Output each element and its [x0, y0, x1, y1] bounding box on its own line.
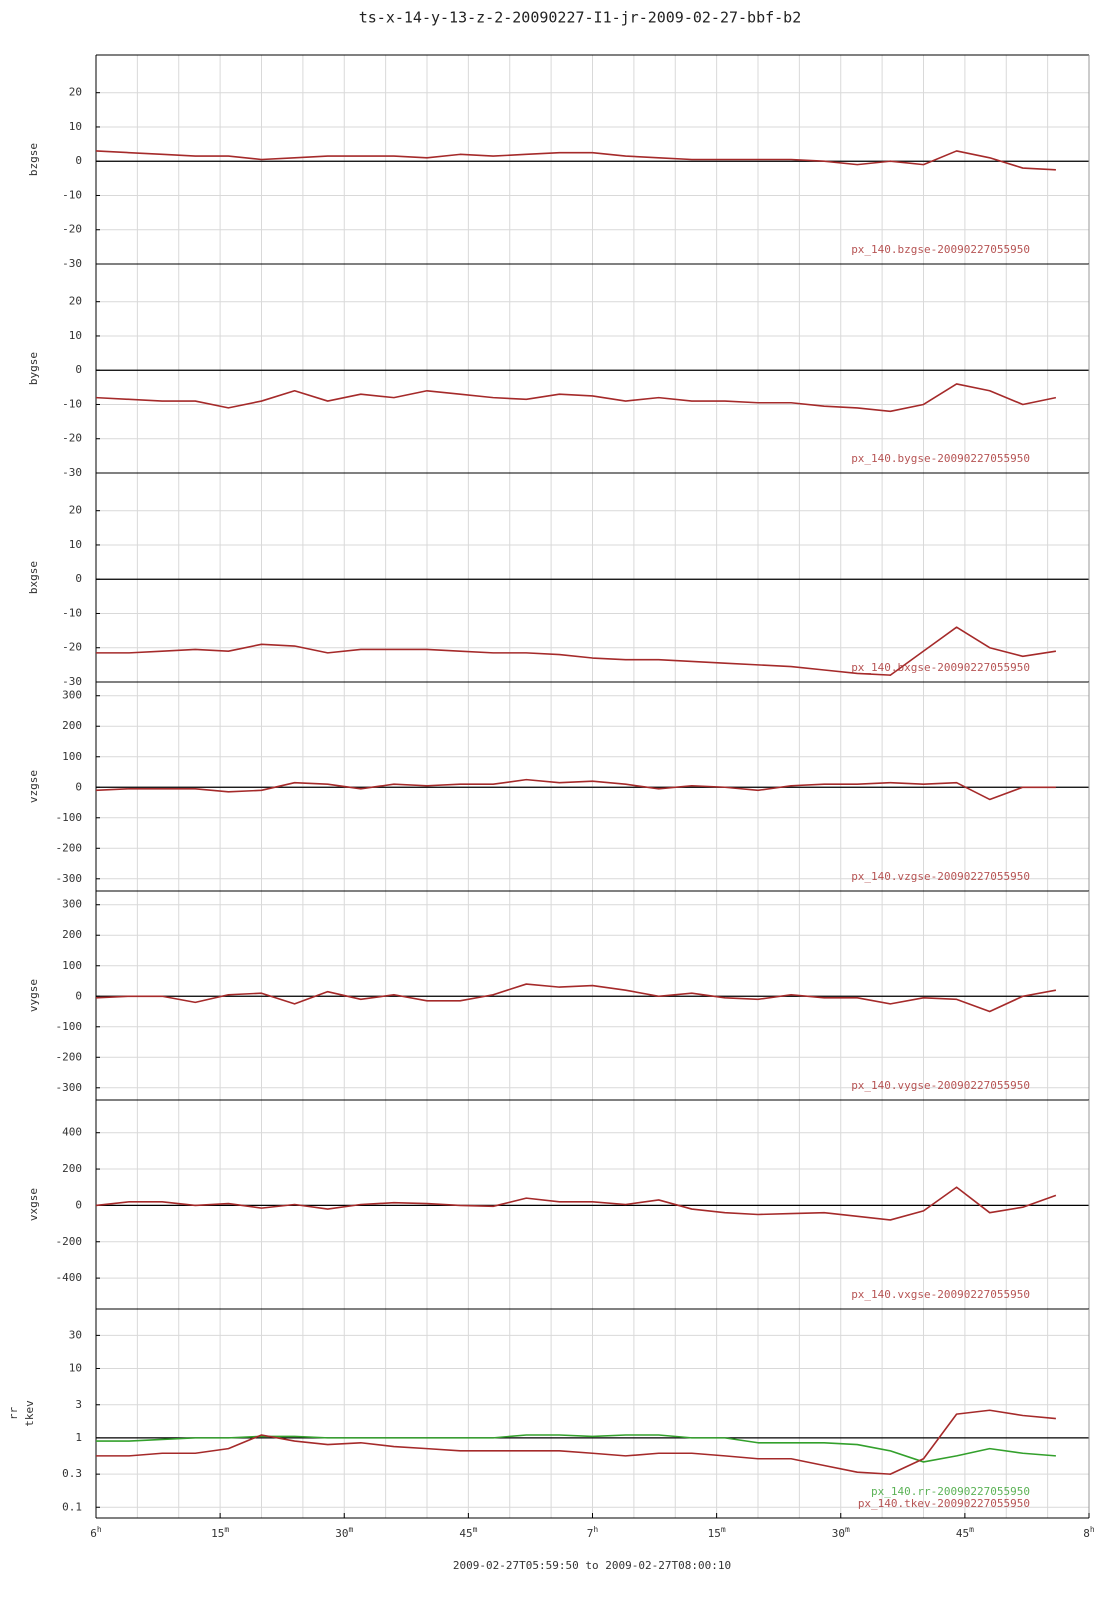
series-line	[96, 1409, 1056, 1475]
y-tick-label: -10	[62, 606, 82, 619]
y-tick-label: -200	[56, 1235, 83, 1248]
y-tick-label: -300	[56, 872, 83, 885]
x-tick-label: 15m	[211, 1525, 229, 1541]
y-tick-label: -200	[56, 1050, 83, 1063]
y-axis-label: vzgse	[27, 770, 40, 803]
y-tick-label: -20	[62, 641, 82, 654]
y-tick-label: -100	[56, 1020, 83, 1033]
legend-label: px_140.vxgse-20090227055950	[851, 1288, 1030, 1301]
y-axis-label: rr	[7, 1407, 20, 1421]
y-tick-label: -30	[62, 675, 82, 688]
x-tick-label: 30m	[335, 1525, 353, 1541]
legend-label: px_140.vygse-20090227055950	[851, 1079, 1030, 1092]
y-axis-label: vxgse	[27, 1188, 40, 1221]
series-line	[96, 1434, 1056, 1463]
y-tick-label: 20	[69, 86, 82, 99]
y-tick-label: 400	[62, 1126, 82, 1139]
y-tick-label: 0	[75, 780, 82, 793]
y-tick-label: 20	[69, 295, 82, 308]
series-line	[95, 150, 1056, 171]
y-tick-label: 0.1	[62, 1500, 82, 1513]
y-tick-label: 1	[75, 1431, 82, 1444]
legend-label: px_140.rr-20090227055950	[871, 1485, 1030, 1498]
y-tick-label: 0	[75, 363, 82, 376]
y-tick-label: 100	[62, 750, 82, 763]
y-tick-label: -20	[62, 432, 82, 445]
legend-label: px_140.tkev-20090227055950	[858, 1497, 1030, 1510]
y-tick-label: -100	[56, 811, 83, 824]
y-tick-label: -300	[56, 1081, 83, 1094]
y-tick-label: 100	[62, 959, 82, 972]
y-tick-label: -20	[62, 223, 82, 236]
y-tick-label: -10	[62, 188, 82, 201]
y-tick-label: -30	[62, 257, 82, 270]
y-tick-label: 0	[75, 1198, 82, 1211]
series-line	[95, 1186, 1057, 1221]
y-tick-label: 10	[69, 1361, 82, 1374]
y-tick-label: 200	[62, 1162, 82, 1175]
x-tick-label: 30m	[832, 1525, 850, 1541]
y-tick-label: -30	[62, 466, 82, 479]
y-tick-label: 0	[75, 572, 82, 585]
x-tick-label: 45m	[459, 1525, 477, 1541]
y-tick-label: -400	[56, 1271, 83, 1284]
y-tick-label: 0.3	[62, 1467, 82, 1480]
legend-label: px_140.bzgse-20090227055950	[851, 243, 1030, 256]
y-axis-label: bzgse	[27, 143, 40, 176]
legend-label: px_140.bygse-20090227055950	[851, 452, 1030, 465]
x-tick-label: 8h	[1083, 1525, 1095, 1541]
y-tick-label: 200	[62, 928, 82, 941]
y-axis-label: vygse	[27, 979, 40, 1012]
y-tick-label: 300	[62, 689, 82, 702]
y-tick-label: 10	[69, 538, 82, 551]
y-axis-label: bygse	[27, 352, 40, 385]
series-line	[95, 383, 1057, 413]
series-line	[95, 983, 1057, 1013]
series-line	[95, 778, 1056, 801]
series-line	[96, 626, 1057, 676]
y-tick-label: 20	[69, 504, 82, 517]
y-tick-label: -200	[56, 841, 83, 854]
x-tick-label: 7h	[587, 1525, 599, 1541]
y-axis-label: tkev	[23, 1400, 36, 1427]
chart-title: ts-x-14-y-13-z-2-20090227-I1-jr-2009-02-…	[359, 9, 802, 27]
y-tick-label: 3	[75, 1398, 82, 1411]
y-tick-label: 300	[62, 898, 82, 911]
y-tick-label: 0	[75, 154, 82, 167]
x-tick-label: 45m	[956, 1525, 974, 1541]
legend-label: px_140.vzgse-20090227055950	[851, 870, 1030, 883]
y-tick-label: 10	[69, 120, 82, 133]
y-tick-label: 10	[69, 329, 82, 342]
y-tick-label: -10	[62, 397, 82, 410]
x-tick-label: 6h	[90, 1525, 102, 1541]
y-tick-label: 0	[75, 989, 82, 1002]
x-tick-label: 15m	[708, 1525, 726, 1541]
legend-label: px_140.bxgse-20090227055950	[851, 661, 1030, 674]
x-axis-label: 2009-02-27T05:59:50 to 2009-02-27T08:00:…	[453, 1559, 731, 1572]
y-tick-label: 200	[62, 719, 82, 732]
y-axis-label: bxgse	[27, 561, 40, 594]
y-tick-label: 30	[69, 1328, 82, 1341]
